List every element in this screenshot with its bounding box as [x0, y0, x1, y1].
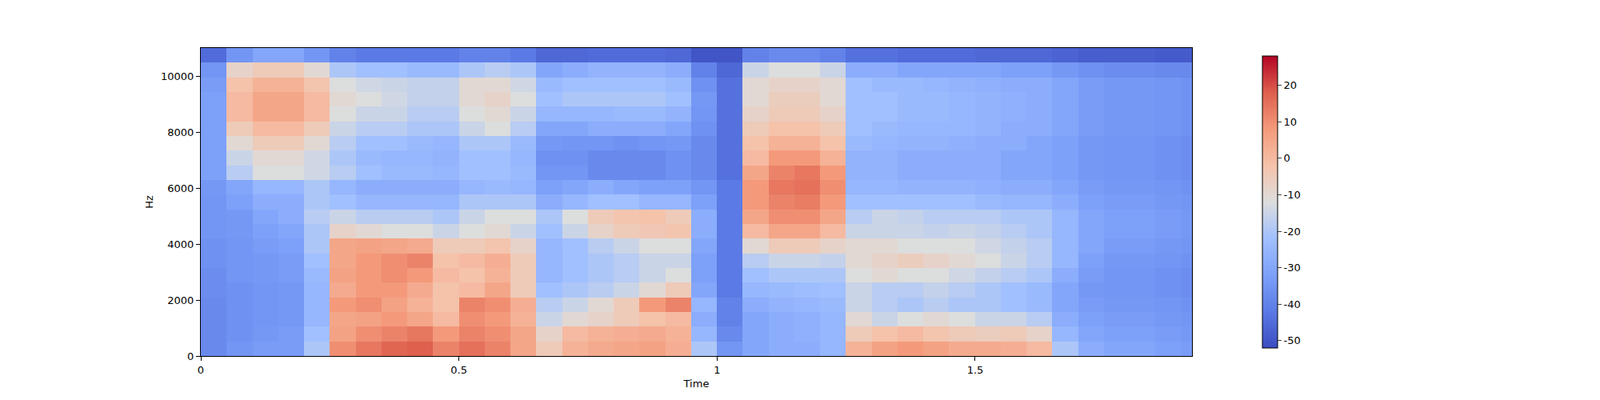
svg-text:1: 1 — [713, 364, 720, 376]
svg-text:0: 0 — [1284, 152, 1291, 164]
svg-text:-10: -10 — [1284, 188, 1301, 201]
svg-text:6000: 6000 — [167, 182, 194, 195]
svg-text:0: 0 — [187, 350, 194, 363]
svg-text:4000: 4000 — [167, 238, 194, 251]
svg-text:Time: Time — [683, 377, 710, 390]
svg-text:2000: 2000 — [167, 294, 194, 307]
svg-text:-50: -50 — [1284, 334, 1301, 347]
svg-text:1.5: 1.5 — [967, 364, 984, 376]
svg-text:-30: -30 — [1284, 261, 1301, 274]
svg-text:10000: 10000 — [160, 70, 194, 83]
svg-text:Hz: Hz — [143, 195, 156, 209]
svg-text:-20: -20 — [1284, 225, 1301, 238]
svg-text:0: 0 — [197, 364, 204, 376]
svg-text:10: 10 — [1284, 116, 1298, 128]
svg-text:8000: 8000 — [167, 126, 194, 139]
svg-text:20: 20 — [1284, 79, 1298, 92]
svg-text:-40: -40 — [1284, 298, 1301, 311]
svg-text:0.5: 0.5 — [450, 364, 468, 376]
